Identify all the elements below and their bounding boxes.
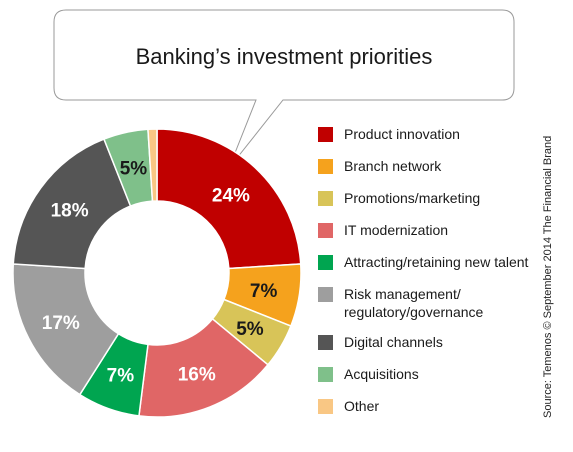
donut-labels: 24% 7% 5% 16% 7% 17% 18% 5% xyxy=(42,159,278,387)
legend-swatch-5 xyxy=(318,287,333,302)
title-callout xyxy=(53,9,515,169)
legend-label-2: Promotions/marketing xyxy=(344,190,481,206)
legend-label-6: Digital channels xyxy=(344,334,443,350)
legend-label-5-line-1: regulatory/governance xyxy=(344,304,484,320)
legend-item-3: IT modernization xyxy=(318,221,533,239)
legend-item-4: Attracting/retaining new talent xyxy=(318,253,533,271)
data-label-2: 5% xyxy=(236,319,264,340)
legend-label-3: IT modernization xyxy=(344,222,449,238)
data-label-5: 17% xyxy=(42,313,80,334)
slice-8 xyxy=(147,128,158,202)
legend: Product innovation Branch network Promotio… xyxy=(318,125,533,429)
legend-label-0: Product innovation xyxy=(344,126,460,142)
legend-label-8: Other xyxy=(344,398,380,414)
data-label-4: 7% xyxy=(107,366,135,387)
legend-swatch-3 xyxy=(318,223,333,238)
data-label-0: 24% xyxy=(212,185,250,206)
legend-item-0: Product innovation xyxy=(318,125,533,143)
legend-swatch-2 xyxy=(318,191,333,206)
slice-0 xyxy=(156,128,302,270)
legend-label-4: Attracting/retaining new talent xyxy=(344,254,529,270)
legend-label-5-line-0: Risk management/ xyxy=(344,286,461,302)
legend-swatch-1 xyxy=(318,159,333,174)
data-label-6: 18% xyxy=(51,201,89,222)
legend-swatch-0 xyxy=(318,127,333,142)
legend-item-7: Acquisitions xyxy=(318,365,533,383)
legend-item-8: Other xyxy=(318,397,533,415)
legend-item-5: Risk management/regulatory/governance xyxy=(318,285,533,321)
data-label-1: 7% xyxy=(250,281,278,302)
chart-title: Banking’s investment priorities xyxy=(136,44,433,69)
legend-swatch-4 xyxy=(318,255,333,270)
legend-item-1: Branch network xyxy=(318,157,533,175)
data-label-3: 16% xyxy=(178,364,216,385)
legend-label-7: Acquisitions xyxy=(344,366,419,382)
legend-item-6: Digital channels xyxy=(318,333,533,351)
data-label-7: 5% xyxy=(120,159,148,180)
slice-5 xyxy=(12,263,120,396)
legend-swatch-8 xyxy=(318,399,333,414)
legend-label-1: Branch network xyxy=(344,158,442,174)
source-note: Source: Temenos © September 2014 The Fin… xyxy=(542,135,554,418)
legend-swatch-7 xyxy=(318,367,333,382)
legend-swatch-6 xyxy=(318,335,333,350)
donut-slices xyxy=(12,128,302,418)
slice-6 xyxy=(12,138,132,270)
legend-item-2: Promotions/marketing xyxy=(318,189,533,207)
